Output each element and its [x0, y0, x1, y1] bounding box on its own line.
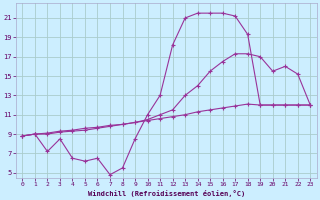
X-axis label: Windchill (Refroidissement éolien,°C): Windchill (Refroidissement éolien,°C): [88, 190, 245, 197]
